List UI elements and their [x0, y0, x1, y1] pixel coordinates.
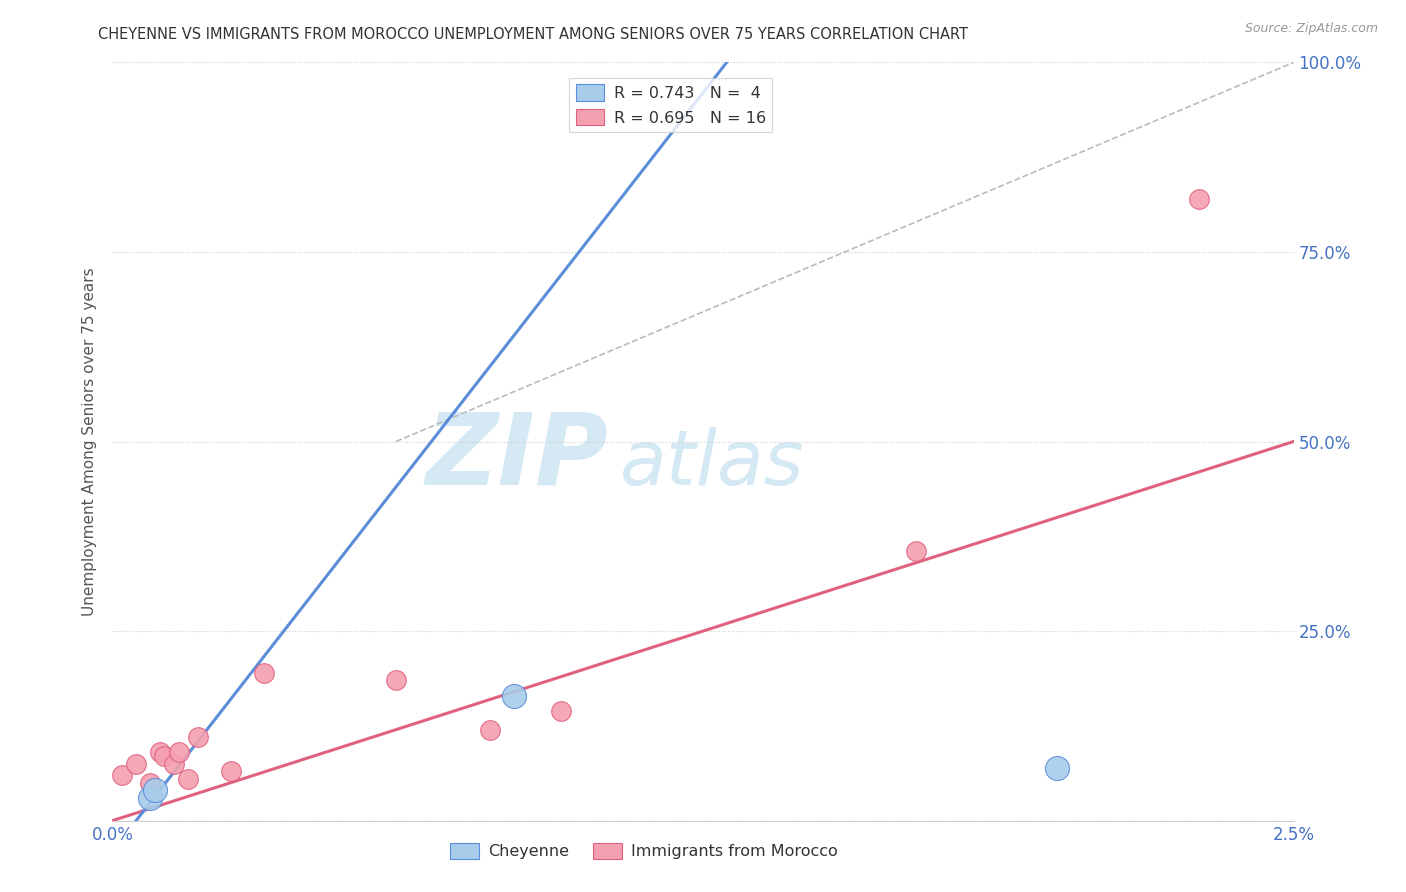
Point	[1188, 192, 1211, 206]
Point	[1046, 760, 1069, 774]
Text: Source: ZipAtlas.com: Source: ZipAtlas.com	[1244, 22, 1378, 36]
Point	[153, 749, 176, 764]
Point	[163, 756, 186, 771]
Text: atlas: atlas	[620, 427, 804, 501]
Point	[550, 704, 572, 718]
Point	[385, 673, 408, 688]
Y-axis label: Unemployment Among Seniors over 75 years: Unemployment Among Seniors over 75 years	[82, 268, 97, 615]
Point	[143, 783, 166, 797]
Point	[125, 756, 148, 771]
Point	[111, 768, 134, 782]
Point	[186, 730, 208, 744]
Point	[167, 746, 190, 760]
Text: CHEYENNE VS IMMIGRANTS FROM MOROCCO UNEMPLOYMENT AMONG SENIORS OVER 75 YEARS COR: CHEYENNE VS IMMIGRANTS FROM MOROCCO UNEM…	[98, 27, 969, 42]
Point	[139, 791, 162, 805]
Point	[139, 776, 162, 790]
Point	[253, 665, 276, 680]
Point	[904, 544, 927, 558]
Text: ZIP: ZIP	[426, 409, 609, 505]
Point	[479, 723, 502, 737]
Point	[503, 689, 526, 703]
Point	[149, 746, 172, 760]
Point	[177, 772, 200, 786]
Point	[219, 764, 242, 779]
Legend: Cheyenne, Immigrants from Morocco: Cheyenne, Immigrants from Morocco	[443, 837, 845, 866]
